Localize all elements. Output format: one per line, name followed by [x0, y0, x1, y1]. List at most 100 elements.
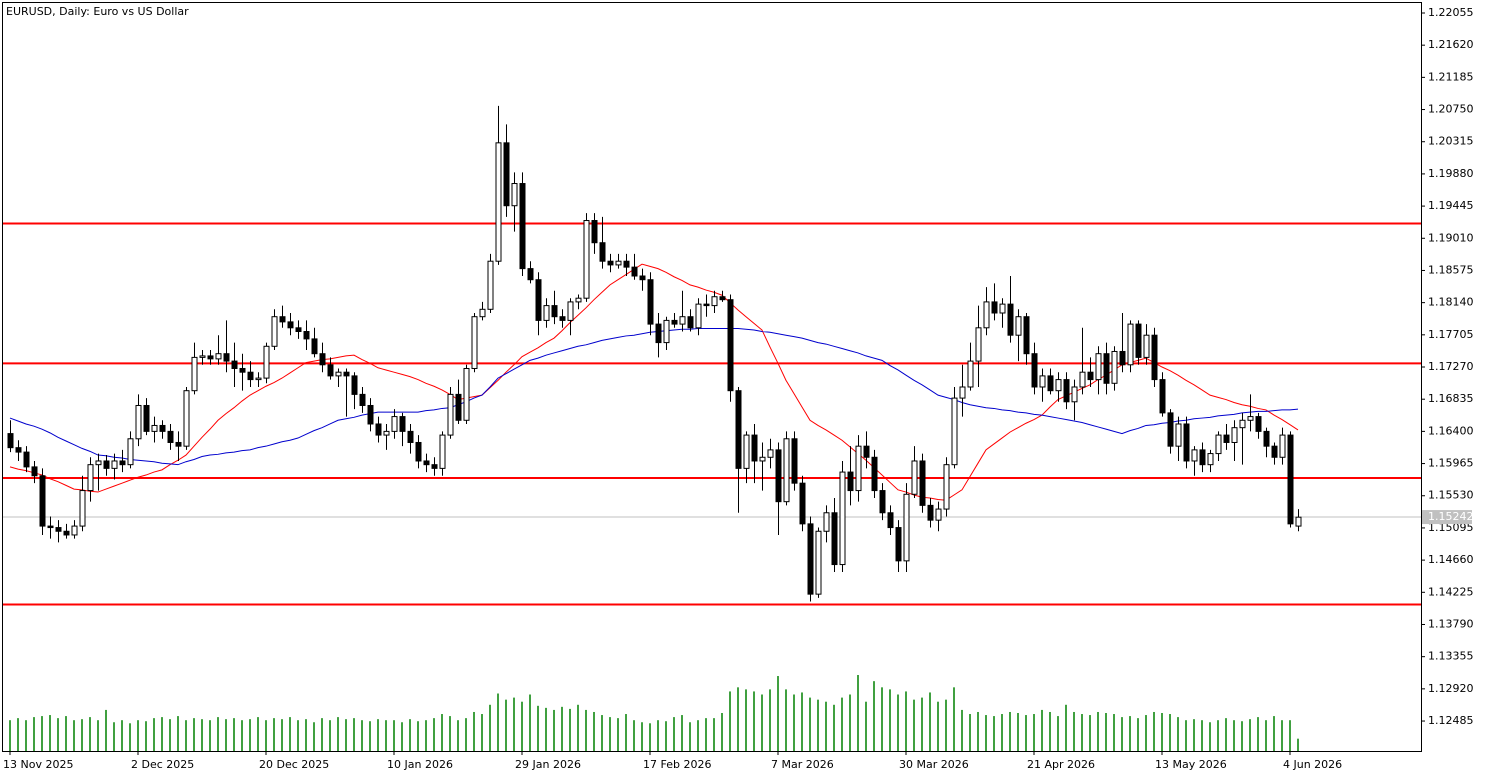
- candle-body: [391, 416, 398, 432]
- y-tick-label: 1.13790: [1428, 617, 1474, 630]
- candle-body: [271, 316, 278, 347]
- candle-body: [207, 355, 214, 360]
- candle-body: [135, 404, 142, 440]
- candle-body: [871, 456, 878, 492]
- candle-body: [1007, 303, 1014, 336]
- candle-body: [1159, 379, 1166, 414]
- candle-body: [1119, 350, 1126, 366]
- y-tick-label: 1.21185: [1428, 70, 1474, 83]
- candle-body: [1271, 445, 1278, 458]
- x-tick-label: 2 Dec 2025: [131, 758, 194, 771]
- candle-body: [335, 371, 342, 377]
- candle-body: [1191, 449, 1198, 462]
- candle-body: [159, 424, 166, 432]
- candle-body: [767, 449, 774, 458]
- y-tick-label: 1.14660: [1428, 553, 1474, 566]
- x-tick-label: 10 Jan 2026: [387, 758, 453, 771]
- candle-body: [655, 323, 662, 344]
- candle-body: [1015, 316, 1022, 336]
- y-tick-label: 1.16835: [1428, 392, 1474, 405]
- candle-body: [495, 142, 502, 262]
- plot-area: [3, 105, 1421, 751]
- candle-body: [511, 183, 518, 207]
- candle-body: [215, 353, 222, 360]
- x-tick-label: 20 Dec 2025: [259, 758, 329, 771]
- candle-body: [127, 438, 134, 466]
- candle-body: [1111, 350, 1118, 384]
- candle-body: [15, 447, 22, 453]
- candle-body: [359, 393, 366, 406]
- candle-body: [503, 142, 510, 207]
- candle-body: [759, 456, 766, 462]
- candle-body: [1295, 516, 1302, 527]
- plot-frame: [2, 2, 1422, 752]
- candle-body: [423, 460, 430, 466]
- candle-body: [191, 356, 198, 392]
- candle-body: [855, 445, 862, 492]
- candle-body: [799, 482, 806, 525]
- candle-body: [927, 504, 934, 521]
- candle-body: [1079, 371, 1086, 388]
- candle-body: [319, 353, 326, 366]
- candle-body: [287, 321, 294, 329]
- candle-body: [1207, 453, 1214, 466]
- candle-body: [247, 371, 254, 381]
- candle-body: [1263, 430, 1270, 447]
- candle-body: [831, 512, 838, 566]
- chart-title: EURUSD, Daily: Euro vs US Dollar: [6, 5, 189, 18]
- candle-body: [55, 527, 62, 532]
- candle-body: [1135, 323, 1142, 358]
- candle-body: [231, 360, 238, 369]
- moving-average: [9, 328, 1299, 466]
- y-tick-label: 1.15965: [1428, 457, 1474, 470]
- candle-body: [823, 512, 830, 532]
- candle-body: [791, 438, 798, 484]
- candle-body: [1167, 412, 1174, 447]
- x-tick-label: 21 Apr 2026: [1027, 758, 1095, 771]
- candle-body: [607, 260, 614, 266]
- x-tick-label: 13 Nov 2025: [3, 758, 73, 771]
- candle-body: [471, 316, 478, 369]
- candle-body: [543, 305, 550, 321]
- candle-body: [639, 275, 646, 281]
- x-tick-label: 7 Mar 2026: [771, 758, 834, 771]
- candle-body: [903, 493, 910, 562]
- candle-body: [623, 260, 630, 268]
- candle-body: [7, 433, 14, 449]
- candle-body: [783, 438, 790, 503]
- candle-body: [815, 530, 822, 595]
- candle-body: [31, 466, 38, 477]
- candle-body: [1071, 386, 1078, 403]
- candle-body: [143, 404, 150, 432]
- candle-body: [1031, 353, 1038, 388]
- x-tick-label: 17 Feb 2026: [643, 758, 711, 771]
- candle-body: [399, 416, 406, 432]
- candle-body: [751, 434, 758, 462]
- candle-body: [887, 512, 894, 529]
- y-tick-label: 1.22055: [1428, 6, 1474, 19]
- candle-body: [279, 316, 286, 323]
- candle-body: [695, 303, 702, 329]
- candle-body: [735, 390, 742, 469]
- candle-body: [1127, 323, 1134, 366]
- candle-body: [63, 530, 70, 536]
- candle-body: [1199, 449, 1206, 466]
- candle-body: [151, 424, 158, 432]
- candle-body: [39, 475, 46, 527]
- y-tick-label: 1.20315: [1428, 135, 1474, 148]
- candle-body: [1247, 416, 1254, 421]
- candle-body: [103, 460, 110, 469]
- candle-body: [911, 460, 918, 495]
- candle-body: [167, 430, 174, 443]
- candle-body: [895, 527, 902, 562]
- candle-body: [407, 430, 414, 443]
- candle-body: [447, 393, 454, 436]
- y-tick-label: 1.16400: [1428, 424, 1474, 437]
- candle-body: [375, 423, 382, 436]
- candle-body: [999, 303, 1006, 314]
- x-tick-label: 30 Mar 2026: [899, 758, 969, 771]
- candle-body: [71, 525, 78, 536]
- candle-body: [727, 299, 734, 392]
- candle-body: [535, 279, 542, 321]
